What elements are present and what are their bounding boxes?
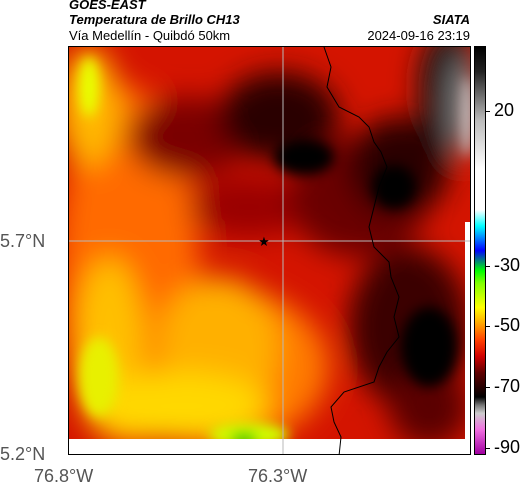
satellite-title: GOES-EAST	[69, 0, 146, 12]
timestamp-label: 2024-09-16 23:19	[367, 28, 470, 43]
colorbar-tick-minus90: -90	[494, 437, 521, 457]
star-icon: ★	[258, 235, 270, 250]
colorbar-tick-20: 20	[494, 100, 515, 120]
colorbar-tick-minus50: -50	[494, 315, 521, 335]
colorbar-tick-minus30: -30	[494, 255, 521, 275]
temperature-colorbar	[474, 46, 486, 455]
area-subtitle: Vía Medellín - Quibdó 50km	[69, 28, 231, 43]
lat-tick-5-7: 5.7°N	[0, 231, 46, 251]
department-boundary	[323, 47, 400, 454]
colorbar-tick-minus70: -70	[494, 376, 521, 396]
lon-tick-76-8: 76.8°W	[34, 466, 94, 486]
lat-tick-5-2: 5.2°N	[0, 444, 46, 464]
organization-label: SIATA	[432, 12, 470, 27]
map-canvas: ★	[69, 47, 470, 454]
product-title: Temperatura de Brillo CH13	[69, 12, 240, 27]
lon-tick-76-3: 76.3°W	[248, 466, 308, 486]
brightness-temperature-map[interactable]: ★	[68, 46, 471, 455]
